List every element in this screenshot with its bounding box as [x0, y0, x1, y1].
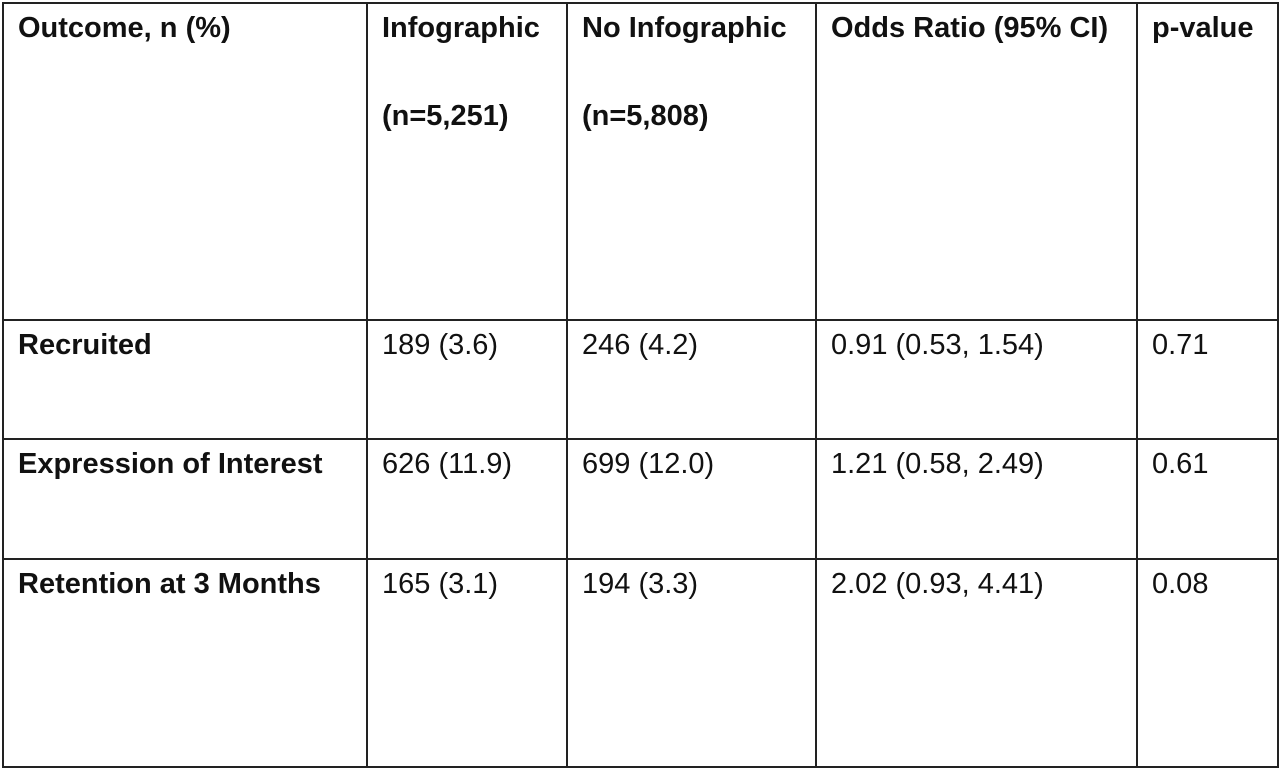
infographic-cell: 165 (3.1) [366, 558, 568, 768]
infographic-cell: 189 (3.6) [366, 319, 568, 440]
header-row: Outcome, n (%) Infographic (n=5,251) No … [2, 2, 1279, 321]
header-outcome: Outcome, n (%) [2, 2, 368, 321]
no-infographic-cell: 699 (12.0) [566, 438, 817, 560]
infographic-cell: 626 (11.9) [366, 438, 568, 560]
p-value-cell: 0.71 [1136, 319, 1279, 440]
odds-ratio-cell: 0.91 (0.53, 1.54) [815, 319, 1138, 440]
table-row: Recruited 189 (3.6) 246 (4.2) 0.91 (0.53… [2, 319, 1279, 440]
p-value-cell: 0.08 [1136, 558, 1279, 768]
header-p-value: p-value [1136, 2, 1279, 321]
header-no-infographic: No Infographic (n=5,808) [566, 2, 817, 321]
table-row: Expression of Interest 626 (11.9) 699 (1… [2, 438, 1279, 560]
header-infographic: Infographic (n=5,251) [366, 2, 568, 321]
table-row: Retention at 3 Months 165 (3.1) 194 (3.3… [2, 558, 1279, 768]
no-infographic-cell: 246 (4.2) [566, 319, 817, 440]
no-infographic-cell: 194 (3.3) [566, 558, 817, 768]
odds-ratio-cell: 2.02 (0.93, 4.41) [815, 558, 1138, 768]
odds-ratio-cell: 1.21 (0.58, 2.49) [815, 438, 1138, 560]
outcome-cell: Recruited [2, 319, 368, 440]
outcome-cell: Expression of Interest [2, 438, 368, 560]
p-value-cell: 0.61 [1136, 438, 1279, 560]
outcome-cell: Retention at 3 Months [2, 558, 368, 768]
header-odds-ratio: Odds Ratio (95% CI) [815, 2, 1138, 321]
